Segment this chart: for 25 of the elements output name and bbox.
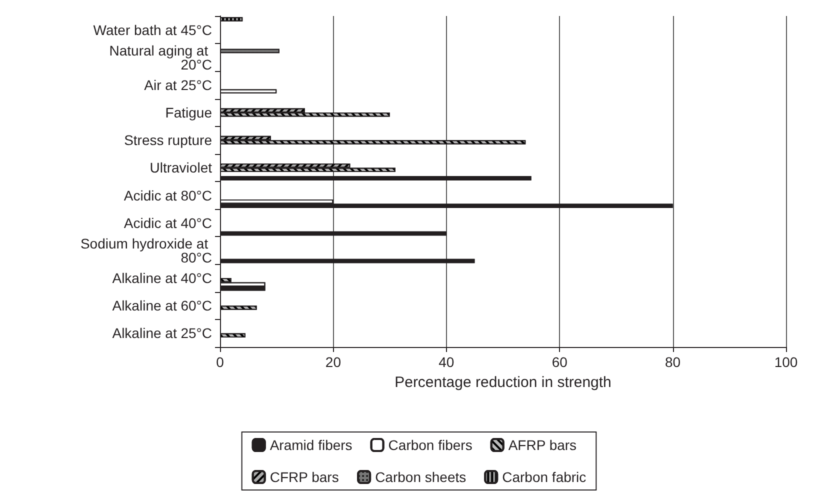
y-tick-label: Acidic at 40°C xyxy=(124,214,212,231)
legend-label: CFRP bars xyxy=(270,469,339,485)
y-tick-label: Natural aging at 20°C xyxy=(109,42,212,72)
y-tick-label: Alkaline at 40°C xyxy=(112,270,212,286)
x-tick-label: 0 xyxy=(216,354,224,370)
y-tick-label: Ultraviolet xyxy=(150,160,212,176)
y-tick-label: Fatigue xyxy=(165,104,212,121)
y-tick-label: Alkaline at 25°C xyxy=(112,325,212,342)
y-tick-label: Stress rupture xyxy=(124,132,212,148)
y-tick-label: Sodium hydroxide at 80°C xyxy=(80,235,212,266)
x-tick-label: 60 xyxy=(552,354,568,370)
x-tick-label: 80 xyxy=(665,354,681,370)
legend-label: AFRP bars xyxy=(508,437,577,453)
y-tick-label: Acidic at 80°C xyxy=(124,187,212,204)
legend-label: Carbon fabric xyxy=(502,469,586,485)
y-tick-label: Air at 25°C xyxy=(144,76,212,93)
legend-label: Carbon fibers xyxy=(388,437,472,453)
legend-label: Carbon sheets xyxy=(375,469,466,485)
y-tick-label: Alkaline at 60°C xyxy=(112,298,212,314)
x-tick-label: 40 xyxy=(438,354,454,370)
x-tick-label: 20 xyxy=(325,354,342,370)
y-tick-label: Water bath at 45°C xyxy=(93,22,212,38)
legend-label: Aramid fibers xyxy=(270,437,352,453)
x-tick-label: 100 xyxy=(774,354,798,370)
x-axis-title: Percentage reduction in strength xyxy=(394,374,612,391)
